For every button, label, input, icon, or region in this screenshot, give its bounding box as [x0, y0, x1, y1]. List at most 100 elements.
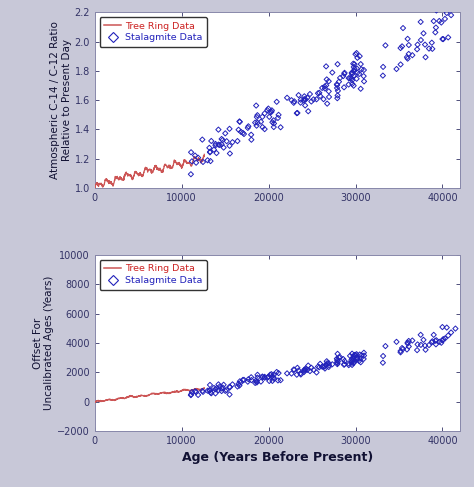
Point [414, 41, 421, 49]
Point [270, 120, 278, 128]
Point [379, 63, 387, 71]
Point [253, 122, 260, 130]
Point [358, 352, 365, 359]
Point [413, 346, 421, 354]
Point [310, 95, 318, 103]
Point [308, 364, 315, 372]
Point [291, 366, 298, 374]
Point [360, 349, 368, 356]
Point [360, 66, 368, 74]
Point [247, 376, 255, 384]
Point [336, 353, 344, 361]
Point [208, 137, 215, 145]
Point [301, 101, 309, 109]
Point [445, 332, 452, 339]
Point [294, 109, 301, 117]
Point [259, 374, 266, 381]
Point [325, 361, 333, 369]
Point [431, 337, 439, 345]
Point [348, 69, 356, 77]
Point [301, 366, 308, 374]
Point [264, 374, 271, 381]
Point [313, 95, 320, 103]
Point [397, 347, 404, 355]
Point [208, 390, 215, 397]
Point [270, 375, 278, 383]
Point [254, 112, 261, 119]
Point [236, 382, 243, 390]
Point [345, 75, 353, 82]
Point [314, 363, 322, 371]
Point [295, 91, 302, 99]
Point [340, 70, 348, 77]
Point [206, 381, 214, 389]
Point [237, 128, 245, 136]
Point [187, 170, 195, 178]
Point [333, 81, 341, 89]
Point [199, 387, 206, 395]
Point [301, 366, 309, 374]
Point [333, 80, 341, 88]
Point [393, 338, 401, 346]
Point [240, 376, 248, 384]
Point [433, 7, 440, 15]
Point [354, 54, 361, 62]
Point [382, 41, 389, 49]
Point [436, 338, 443, 346]
Point [239, 129, 246, 137]
Point [301, 95, 308, 103]
Point [352, 50, 359, 58]
Point [405, 41, 412, 49]
Point [302, 365, 310, 373]
Point [288, 96, 295, 104]
Point [188, 388, 196, 396]
Point [277, 376, 284, 384]
Point [187, 391, 195, 399]
Point [353, 49, 360, 57]
Point [350, 82, 357, 90]
Point [304, 362, 312, 370]
Point [398, 344, 406, 352]
Point [325, 363, 333, 371]
Point [333, 358, 341, 366]
Point [265, 377, 273, 385]
Point [348, 69, 356, 76]
Point [274, 376, 282, 384]
Point [351, 351, 358, 359]
Point [261, 110, 268, 117]
Point [215, 126, 222, 133]
Point [297, 370, 304, 377]
Point [425, 341, 433, 349]
Point [206, 387, 214, 394]
Point [226, 150, 234, 157]
Point [357, 85, 365, 93]
Point [257, 378, 264, 386]
Point [339, 355, 347, 363]
Point [194, 154, 202, 162]
Point [273, 98, 281, 106]
Point [417, 331, 425, 338]
Point [334, 87, 342, 95]
Point [206, 149, 214, 156]
Point [325, 93, 333, 101]
Point [239, 376, 246, 384]
Point [304, 107, 312, 115]
Point [270, 116, 277, 124]
Point [259, 123, 266, 131]
Point [293, 371, 301, 378]
Legend: Tree Ring Data, Stalagmite Data: Tree Ring Data, Stalagmite Data [100, 17, 207, 47]
Point [188, 157, 196, 165]
Point [199, 158, 207, 166]
Point [419, 336, 427, 344]
Point [187, 391, 195, 398]
Point [322, 361, 330, 369]
Point [404, 55, 411, 62]
Point [353, 65, 361, 73]
Point [247, 374, 255, 381]
Y-axis label: Atmospheric C-14 / C-12 Ratio
Relative to Present Day: Atmospheric C-14 / C-12 Ratio Relative t… [50, 21, 72, 179]
Point [297, 96, 305, 104]
Point [270, 123, 278, 131]
Point [303, 366, 311, 374]
Point [247, 136, 255, 144]
Point [428, 45, 436, 53]
